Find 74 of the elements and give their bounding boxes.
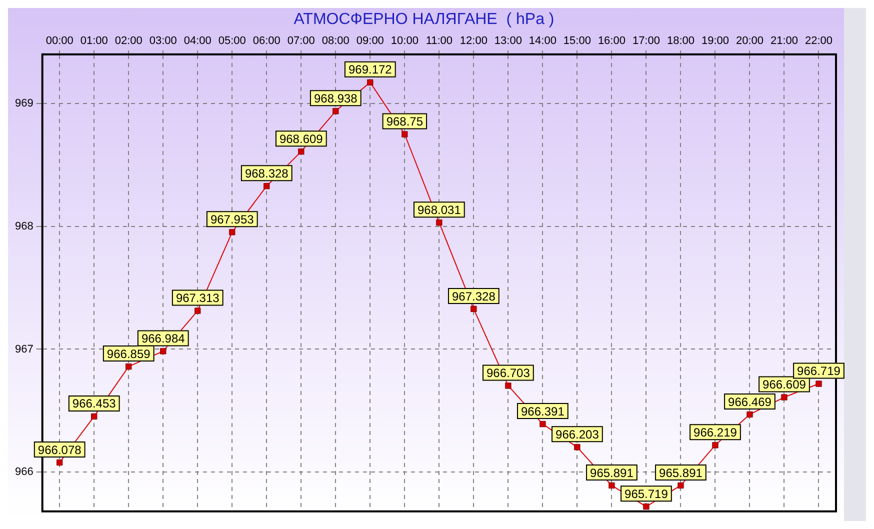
point: [643, 504, 650, 510]
data-label: 968.75: [386, 114, 424, 129]
point: [332, 108, 339, 114]
point: [264, 183, 270, 190]
data-label: 966.703: [486, 366, 530, 380]
point: [91, 413, 98, 420]
data-label: 968.609: [279, 132, 324, 146]
point: [505, 382, 512, 389]
data-label: 966.391: [521, 404, 565, 418]
data-label: 966.453: [72, 396, 116, 411]
data-label: 966.859: [106, 346, 151, 361]
x-tick-label: 06:00: [252, 34, 280, 47]
data-label: 968.031: [417, 202, 462, 217]
x-tick-label: 19:00: [701, 34, 729, 47]
point: [781, 394, 788, 400]
point: [367, 79, 374, 86]
x-tick-label: 16:00: [598, 34, 626, 47]
x-tick-label: 09:00: [356, 34, 384, 47]
x-tick-label: 14:00: [528, 34, 556, 47]
x-tick-label: 18:00: [666, 34, 694, 47]
data-label: 969.172: [348, 62, 392, 77]
x-tick-label: 13:00: [494, 34, 522, 47]
point: [56, 459, 63, 466]
data-label: 966.609: [762, 378, 806, 392]
data-label: 965.719: [624, 486, 668, 501]
data-label: 966.078: [38, 442, 82, 457]
data-label: 966.984: [141, 332, 186, 346]
x-tick-label: 04:00: [184, 34, 212, 47]
x-tick-label: 08:00: [322, 34, 350, 47]
point: [470, 306, 477, 312]
data-label: 966.219: [694, 425, 738, 440]
data-label: 965.891: [659, 466, 703, 480]
x-tick-label: 12:00: [460, 34, 488, 47]
point: [746, 411, 753, 418]
data-label: 966.719: [797, 364, 841, 378]
data-label: 968.938: [314, 91, 358, 106]
y-tick-label: 967: [14, 343, 34, 356]
y-tick-label: 969: [14, 98, 34, 110]
point: [194, 308, 201, 314]
x-tick-label: 10:00: [390, 34, 418, 47]
point: [436, 220, 442, 226]
chart-title: АТМОСФЕРНО НАЛЯГАНЕ ( hPa ): [294, 11, 554, 28]
x-tick-label: 17:00: [632, 34, 660, 47]
point: [402, 131, 408, 138]
point: [574, 444, 580, 450]
point: [160, 348, 166, 354]
x-tick-label: 07:00: [287, 34, 315, 47]
x-tick-label: 20:00: [736, 34, 764, 47]
y-tick-label: 968: [14, 220, 34, 232]
x-tick-label: 00:00: [46, 34, 74, 47]
point: [298, 148, 304, 155]
data-label: 967.328: [452, 289, 496, 304]
point: [126, 363, 132, 370]
data-label: 967.953: [210, 212, 254, 226]
data-label: 966.469: [728, 394, 772, 409]
data-label: 965.891: [590, 466, 634, 480]
x-tick-label: 01:00: [80, 34, 108, 47]
data-label: 967.313: [176, 291, 220, 306]
point: [540, 420, 546, 428]
x-tick-label: 05:00: [218, 34, 246, 47]
point: [608, 482, 615, 489]
data-label: 968.328: [244, 166, 289, 180]
x-tick-label: 21:00: [770, 34, 798, 47]
point: [712, 442, 718, 448]
x-tick-label: 03:00: [149, 34, 177, 47]
data-label: 966.203: [556, 427, 600, 442]
x-tick-label: 02:00: [114, 34, 142, 47]
point: [229, 229, 236, 236]
x-tick-label: 22:00: [804, 34, 833, 47]
point: [816, 380, 822, 387]
x-tick-label: 11:00: [426, 34, 453, 47]
y-tick-label: 966: [14, 466, 34, 478]
x-tick-label: 15:00: [563, 34, 591, 47]
point: [678, 482, 684, 489]
